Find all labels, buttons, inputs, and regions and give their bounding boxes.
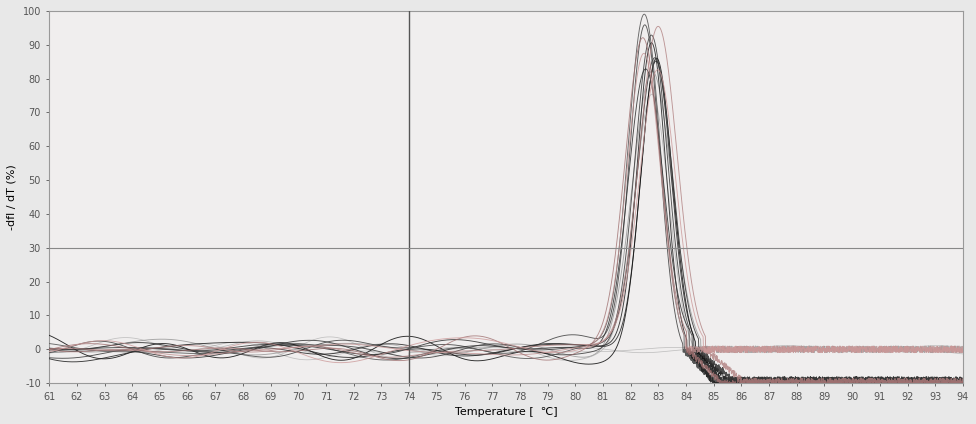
X-axis label: Temperature [  ℃]: Temperature [ ℃]: [455, 407, 557, 417]
Y-axis label: -dfl / dT (%): -dfl / dT (%): [7, 164, 17, 230]
